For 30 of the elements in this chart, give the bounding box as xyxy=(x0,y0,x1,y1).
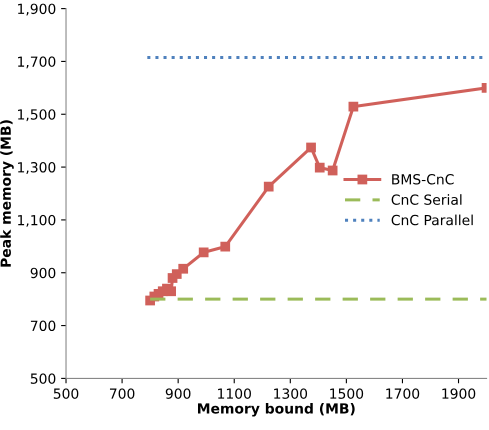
point xyxy=(314,162,325,172)
legend-label: CnC Parallel xyxy=(392,214,473,226)
point xyxy=(306,142,316,152)
y-axis-title: Peak memory (MB) xyxy=(0,120,14,267)
x-tick-label: 1500 xyxy=(330,388,364,399)
y-tick-label: 1,900 xyxy=(18,4,56,16)
point xyxy=(178,264,188,274)
y-tick-label: 1,500 xyxy=(18,109,56,122)
x-axis-title: Memory bound (MB) xyxy=(198,402,355,417)
x-tick-label: 700 xyxy=(110,388,134,399)
y-tick-label: 1,100 xyxy=(18,214,56,227)
x-tick-label: 1300 xyxy=(274,388,308,399)
x-tick-label: 1700 xyxy=(386,388,420,399)
point xyxy=(264,182,274,192)
point xyxy=(348,102,358,112)
legend-label: BMS-CnC xyxy=(392,174,454,185)
y-tick-label: 500 xyxy=(30,373,56,384)
point xyxy=(166,286,176,296)
y-tick-label: 700 xyxy=(30,320,56,332)
x-tick-label: 500 xyxy=(54,388,78,399)
point xyxy=(198,248,209,258)
x-tick-label: 1900 xyxy=(442,388,476,399)
y-tick-label: 1,700 xyxy=(18,56,56,68)
point xyxy=(220,242,230,252)
legend-label: CnC Serial xyxy=(392,194,462,205)
y-tick-label: 1,300 xyxy=(18,162,56,174)
x-tick-label: 900 xyxy=(166,388,190,399)
point xyxy=(328,166,338,176)
y-tick-label: 900 xyxy=(30,268,56,278)
x-tick-label: 1100 xyxy=(218,388,251,399)
